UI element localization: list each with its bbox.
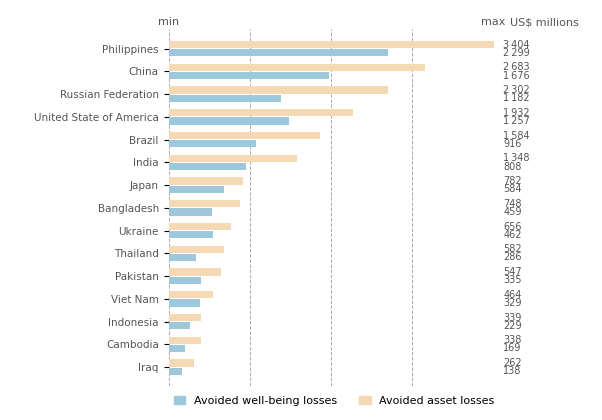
Text: 335: 335 (503, 275, 522, 285)
Bar (169, 223, 231, 230)
Bar (169, 336, 201, 344)
Bar (169, 277, 200, 284)
Bar (169, 94, 282, 102)
Text: 582: 582 (503, 244, 522, 254)
Bar (169, 231, 213, 239)
Text: 339: 339 (503, 312, 522, 323)
Text: min: min (158, 17, 179, 27)
Bar (169, 132, 320, 139)
Bar (169, 118, 288, 125)
Bar (169, 314, 201, 321)
Bar (169, 72, 329, 79)
Text: 1 676: 1 676 (503, 71, 530, 81)
Text: 2 302: 2 302 (503, 85, 530, 95)
Text: 547: 547 (503, 267, 522, 277)
Text: 329: 329 (503, 298, 522, 308)
Text: 3 404: 3 404 (503, 39, 530, 50)
Bar (169, 155, 297, 162)
Text: 464: 464 (503, 290, 522, 300)
Text: US$ millions: US$ millions (510, 17, 579, 27)
Bar (169, 109, 353, 116)
Text: 462: 462 (503, 230, 522, 240)
Bar (169, 360, 194, 367)
Bar (169, 163, 246, 170)
Bar (169, 246, 224, 253)
Text: 656: 656 (503, 221, 522, 231)
Text: 229: 229 (503, 321, 522, 331)
Bar (169, 186, 225, 193)
Bar (169, 208, 213, 215)
Bar (169, 345, 185, 352)
Text: 1 584: 1 584 (503, 131, 530, 141)
Text: 748: 748 (503, 199, 522, 209)
Bar (169, 299, 200, 307)
Text: 262: 262 (503, 358, 522, 368)
Bar (169, 254, 196, 261)
Text: 782: 782 (503, 176, 522, 186)
Text: 916: 916 (503, 139, 522, 149)
Text: 2 299: 2 299 (503, 48, 530, 58)
Bar (169, 291, 213, 298)
Text: 2 683: 2 683 (503, 63, 530, 72)
Legend: Avoided well-being losses, Avoided asset losses: Avoided well-being losses, Avoided asset… (174, 396, 495, 406)
Bar (169, 64, 425, 71)
Bar (169, 49, 388, 56)
Text: 1 348: 1 348 (503, 153, 530, 163)
Text: 338: 338 (503, 335, 522, 345)
Text: 459: 459 (503, 207, 522, 217)
Bar (169, 177, 243, 185)
Text: max: max (482, 17, 506, 27)
Bar (169, 200, 240, 207)
Text: 138: 138 (503, 366, 522, 376)
Bar (169, 41, 494, 48)
Bar (169, 268, 221, 276)
Text: 1 932: 1 932 (503, 108, 530, 118)
Text: 584: 584 (503, 184, 522, 194)
Text: 286: 286 (503, 252, 522, 262)
Text: 1 257: 1 257 (503, 116, 530, 126)
Bar (169, 368, 182, 375)
Text: 1 182: 1 182 (503, 93, 530, 103)
Text: 808: 808 (503, 162, 522, 171)
Bar (169, 87, 388, 94)
Bar (169, 140, 256, 147)
Text: 169: 169 (503, 344, 522, 353)
Bar (169, 322, 190, 329)
